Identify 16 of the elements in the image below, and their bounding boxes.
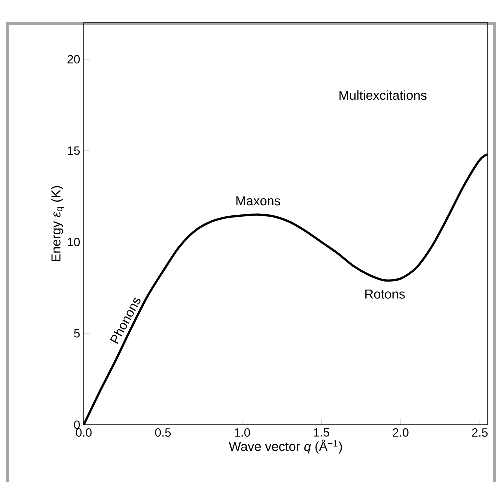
x-tick-label: 0.5: [155, 428, 172, 437]
y-tick-label: 20: [68, 55, 80, 64]
x-tick-label: 2.0: [393, 428, 409, 437]
y-tick-label: 15: [68, 146, 80, 155]
x-tick-label: 2.5: [472, 428, 488, 437]
x-tick-label: 0.0: [76, 428, 92, 437]
y-tick-label: 0: [74, 420, 80, 429]
annotation: Multiexcitations: [340, 90, 427, 100]
x-tick-label: 1.5: [314, 428, 330, 437]
annotation: Rotons: [366, 290, 406, 299]
y-axis-title: Energy ε$_{q}$ (K): [51, 186, 64, 262]
x-tick-label: 1.0: [235, 428, 250, 437]
y-tick-label: 10: [68, 238, 80, 246]
x-axis-title: Wave vector q (Å$^{−1}$): [229, 440, 342, 454]
y-tick-label: 5: [74, 329, 80, 338]
annotation: Maxons: [236, 196, 280, 206]
